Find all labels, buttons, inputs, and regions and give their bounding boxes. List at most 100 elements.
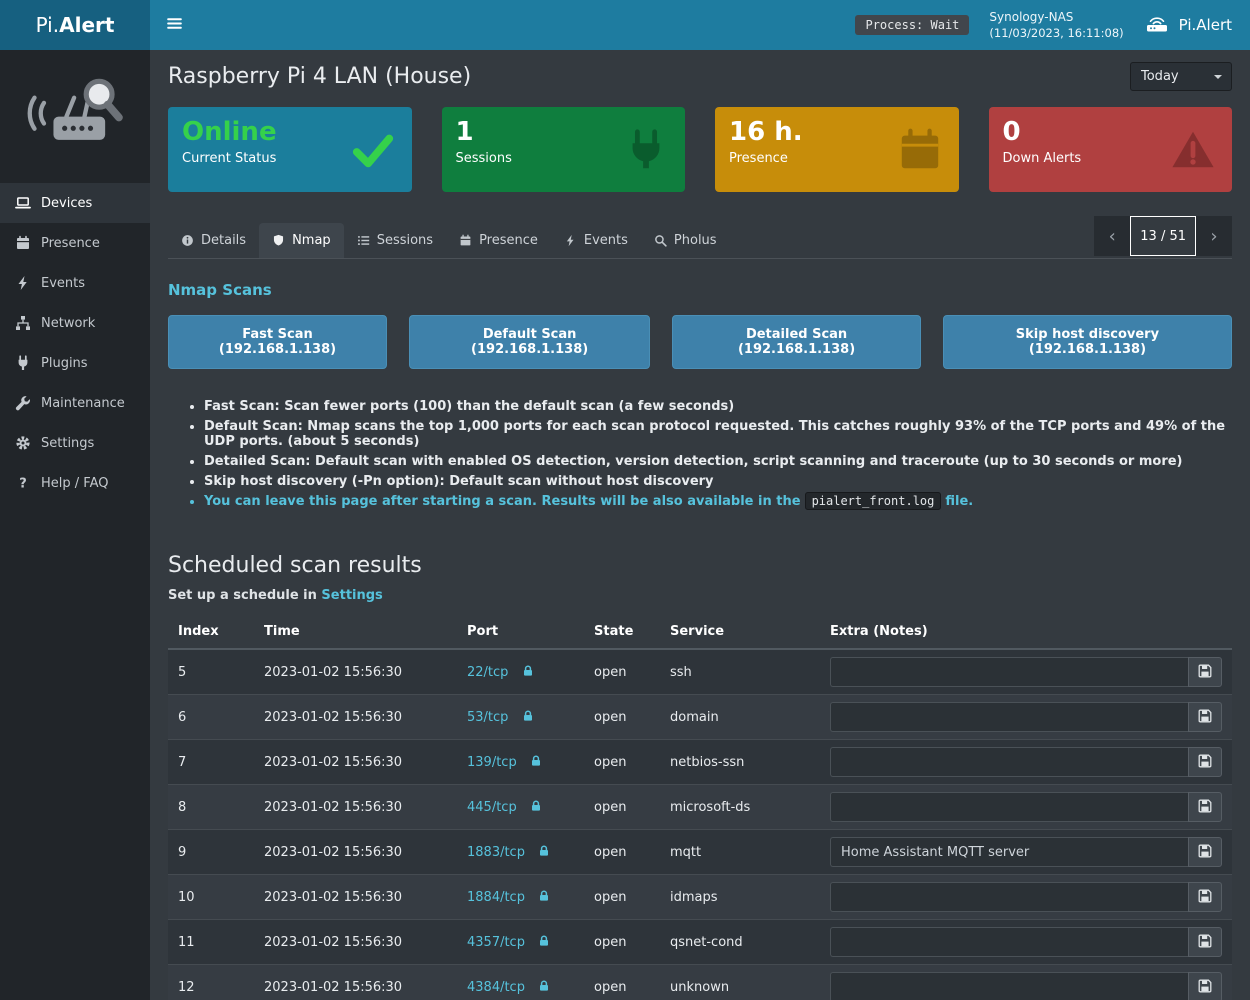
note-input[interactable] [830, 657, 1188, 687]
sidebar-item-events[interactable]: Events [0, 263, 150, 303]
tab-nmap[interactable]: Nmap [259, 223, 344, 258]
sidebar-item-label: Settings [41, 435, 95, 451]
save-icon [1198, 754, 1212, 771]
calendar-icon [897, 127, 943, 173]
layout: Devices Presence Events Network Plugins … [0, 50, 1250, 1000]
port-link[interactable]: 445/tcp [467, 799, 517, 815]
port-link[interactable]: 1883/tcp [467, 844, 525, 860]
skip-host-discovery-button[interactable]: Skip host discovery (192.168.1.138) [942, 315, 1232, 369]
cell-service: unknown [660, 964, 820, 1000]
tab-label: Nmap [292, 233, 331, 248]
sidebar-item-plugins[interactable]: Plugins [0, 343, 150, 383]
port-link[interactable]: 139/tcp [467, 754, 517, 770]
lock-icon [522, 709, 534, 722]
column-header-time: Time [254, 615, 457, 650]
save-icon [1198, 934, 1212, 951]
note-input[interactable] [830, 702, 1188, 732]
scan-description-item: Skip host discovery (-Pn option): Defaul… [204, 474, 1232, 489]
cell-port: 445/tcp [457, 784, 584, 830]
save-note-button[interactable] [1188, 702, 1222, 732]
save-note-button[interactable] [1188, 882, 1222, 912]
note-group [830, 972, 1222, 1000]
tab-pholus[interactable]: Pholus [641, 223, 730, 258]
save-note-button[interactable] [1188, 927, 1222, 957]
port-link[interactable]: 53/tcp [467, 709, 509, 725]
tab-presence[interactable]: Presence [446, 223, 551, 258]
cell-index: 7 [168, 739, 254, 785]
save-note-button[interactable] [1188, 657, 1222, 687]
save-note-button[interactable] [1188, 792, 1222, 822]
device-pager: ‹ 13 / 51 › [1094, 216, 1232, 256]
note-group [830, 747, 1222, 777]
cell-service: idmaps [660, 874, 820, 920]
port-link[interactable]: 4384/tcp [467, 979, 525, 995]
network-icon [15, 315, 31, 331]
card-presence: 16 h. Presence [715, 107, 959, 192]
save-note-button[interactable] [1188, 972, 1222, 1000]
cell-port: 1883/tcp [457, 829, 584, 875]
lock-icon [530, 754, 542, 767]
port-link[interactable]: 22/tcp [467, 664, 509, 680]
note-input[interactable] [830, 837, 1188, 867]
card-label: Presence [729, 150, 788, 166]
scan-description-item: Detailed Scan: Default scan with enabled… [204, 454, 1232, 469]
table-row: 10 2023-01-02 15:56:30 1884/tcp open idm… [168, 874, 1232, 920]
card-sessions: 1 Sessions [441, 107, 685, 192]
settings-link[interactable]: Settings [321, 588, 383, 603]
sidebar-item-network[interactable]: Network [0, 303, 150, 343]
default-scan-button[interactable]: Default Scan (192.168.1.138) [409, 315, 651, 369]
sidebar-item-maintenance[interactable]: Maintenance [0, 383, 150, 423]
plugins-icon [15, 355, 31, 371]
cell-time: 2023-01-02 15:56:30 [254, 784, 457, 830]
cell-time: 2023-01-02 15:56:30 [254, 739, 457, 785]
pager-next-button[interactable]: › [1196, 216, 1232, 256]
devices-icon [15, 195, 31, 211]
fast-scan-button[interactable]: Fast Scan (192.168.1.138) [168, 315, 387, 369]
tab-events[interactable]: Events [551, 223, 641, 258]
lock-icon [530, 799, 542, 812]
note-input[interactable] [830, 927, 1188, 957]
cell-service: qsnet-cond [660, 919, 820, 965]
detailed-scan-button[interactable]: Detailed Scan (192.168.1.138) [672, 315, 921, 369]
pager-prev-button[interactable]: ‹ [1094, 216, 1131, 256]
save-note-button[interactable] [1188, 837, 1222, 867]
page-head: Raspberry Pi 4 LAN (House) Today [168, 62, 1232, 91]
lock-icon [522, 664, 534, 677]
device-timestamp: (11/03/2023, 16:11:08) [989, 26, 1124, 41]
tab-label: Events [583, 233, 628, 248]
nmap-icon [272, 234, 285, 247]
cell-state: open [584, 919, 660, 965]
top-navbar: Pi. Alert Process: Wait Synology-NAS (11/… [0, 0, 1250, 50]
cell-index: 5 [168, 648, 254, 695]
cell-state: open [584, 739, 660, 785]
cell-port: 4384/tcp [457, 964, 584, 1000]
header-app-name: Pi.Alert [1178, 16, 1232, 34]
save-icon [1198, 889, 1212, 906]
note-input[interactable] [830, 792, 1188, 822]
sidebar-item-help-faq[interactable]: ? Help / FAQ [0, 463, 150, 503]
note-input[interactable] [830, 747, 1188, 777]
table-row: 11 2023-01-02 15:56:30 4357/tcp open qsn… [168, 919, 1232, 965]
sidebar-item-devices[interactable]: Devices [0, 183, 150, 223]
cell-time: 2023-01-02 15:56:30 [254, 919, 457, 965]
header-app-link[interactable]: Pi.Alert [1144, 13, 1232, 37]
sidebar-item-settings[interactable]: Settings [0, 423, 150, 463]
port-link[interactable]: 1884/tcp [467, 889, 525, 905]
note-input[interactable] [830, 972, 1188, 1000]
note-input[interactable] [830, 882, 1188, 912]
tab-details[interactable]: Details [168, 223, 259, 258]
presence-icon [459, 234, 472, 247]
hamburger-menu-button[interactable] [150, 0, 198, 50]
period-select[interactable]: Today [1130, 62, 1232, 91]
save-note-button[interactable] [1188, 747, 1222, 777]
status-cards: Online Current Status 1 Sessions 16 h. P… [168, 107, 1232, 192]
port-link[interactable]: 4357/tcp [467, 934, 525, 950]
sidebar-item-presence[interactable]: Presence [0, 223, 150, 263]
brand-logo[interactable]: Pi. Alert [0, 0, 150, 50]
tab-sessions[interactable]: Sessions [344, 223, 446, 258]
pager-page-indicator: 13 / 51 [1130, 216, 1196, 256]
save-icon [1198, 664, 1212, 681]
process-status-badge[interactable]: Process: Wait [855, 15, 970, 35]
cell-state: open [584, 964, 660, 1000]
card-value: 1 [455, 117, 474, 147]
